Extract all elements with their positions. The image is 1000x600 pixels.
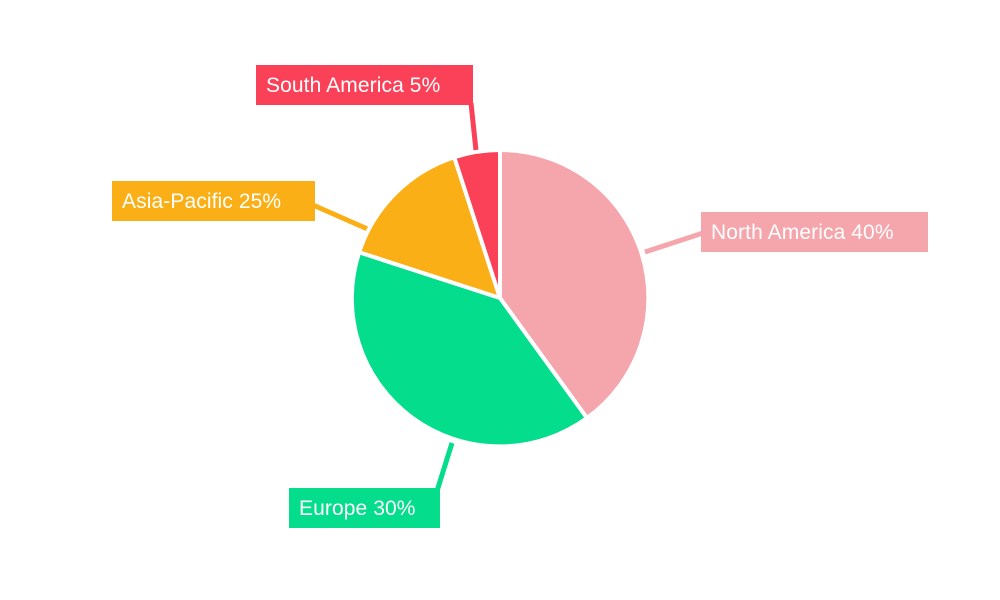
pie-wedges-group [349,147,651,449]
pie-slice-south-america[interactable] [452,148,502,300]
pie-label-north-america: North America 40% [701,212,928,252]
pie-slice-europe[interactable] [349,250,589,449]
pie-slice-north-america[interactable] [498,147,651,421]
pie-label-europe: Europe 30% [289,488,440,528]
pie-label-south-america: South America 5% [256,65,473,105]
leader-line-north-america [644,230,704,255]
pie-label-asia-pacific: Asia-Pacific 25% [112,181,315,221]
leader-line-europe [434,442,455,492]
leader-line-asia-pacific [311,202,374,234]
